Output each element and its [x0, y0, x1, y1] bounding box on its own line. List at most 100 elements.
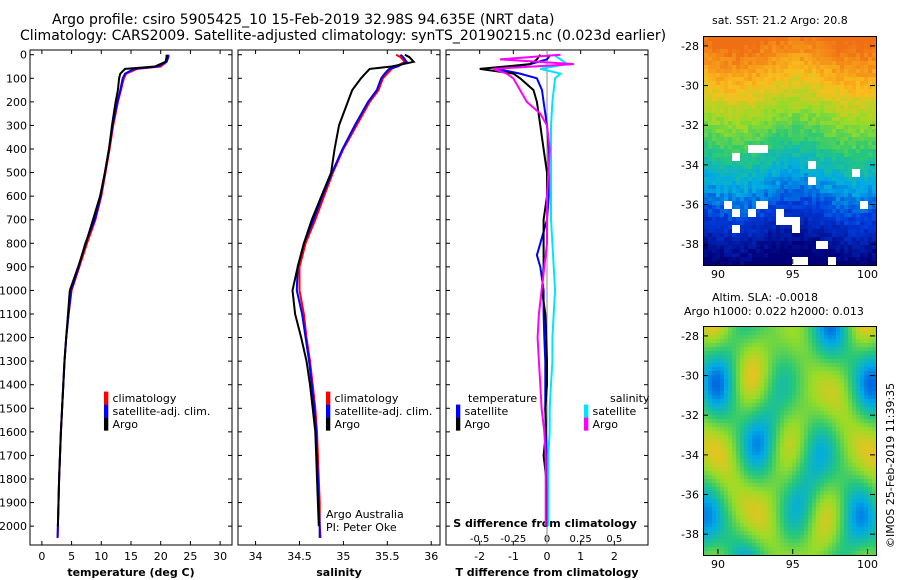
map-cell [792, 157, 796, 161]
map-cell [816, 355, 820, 359]
map-cell [768, 515, 772, 519]
map-cell [716, 347, 720, 351]
map-cell [764, 109, 768, 113]
map-cell [740, 459, 744, 463]
map-cell [712, 379, 716, 383]
map-cell [844, 519, 848, 523]
map-cell [812, 165, 816, 169]
map-cell [752, 141, 756, 145]
map-cell [848, 387, 852, 391]
map-cell [788, 105, 792, 109]
map-cell [828, 407, 832, 411]
map-cell [868, 189, 872, 193]
map-cell [708, 483, 712, 487]
map-cell [840, 129, 844, 133]
map-cell [840, 455, 844, 459]
map-cell [744, 177, 748, 181]
map-cell [780, 443, 784, 447]
map-cell [736, 97, 740, 101]
map-cell [832, 339, 836, 343]
map-cell [804, 61, 808, 65]
map-cell [820, 339, 824, 343]
map-cell [844, 443, 848, 447]
map-cell [828, 519, 832, 523]
map-cell [780, 125, 784, 129]
map-cell [784, 375, 788, 379]
map-cell [764, 233, 768, 237]
map-cell [848, 165, 852, 169]
map-cell [724, 217, 728, 221]
map-cell [836, 395, 840, 399]
map-cell [752, 137, 756, 141]
map-cell [780, 161, 784, 165]
map-cell [724, 443, 728, 447]
map-cell [872, 45, 876, 49]
map-cell [752, 149, 756, 153]
map-cell [764, 157, 768, 161]
map-cell [788, 165, 792, 169]
map-cell [800, 327, 804, 331]
map-cell [756, 249, 760, 253]
map-cell [780, 65, 784, 69]
map-cell [832, 141, 836, 145]
map-cell [812, 455, 816, 459]
map-cell [744, 327, 748, 331]
map-cell [812, 149, 816, 153]
map-cell [828, 531, 832, 535]
map-cell [720, 335, 724, 339]
map-cell [708, 475, 712, 479]
map-cell [720, 221, 724, 225]
map-cell [736, 387, 740, 391]
map-cell [716, 157, 720, 161]
map-cell [772, 149, 776, 153]
map-cell [740, 141, 744, 145]
map-cell [836, 431, 840, 435]
map-cell [832, 387, 836, 391]
map-cell [872, 411, 876, 415]
map-cell [800, 217, 804, 221]
map-cell [716, 431, 720, 435]
map-cell [852, 363, 856, 367]
map-cell [720, 85, 724, 89]
map-cell [728, 161, 732, 165]
map-cell [732, 133, 736, 137]
map-cell [764, 89, 768, 93]
x-axis-label: temperature (deg C) [67, 566, 194, 579]
map-cell [776, 467, 780, 471]
map-cell [776, 49, 780, 53]
map-cell [720, 367, 724, 371]
map-cell [784, 447, 788, 451]
map-cell [848, 347, 852, 351]
map-cell [784, 535, 788, 539]
map-cell [868, 233, 872, 237]
map-cell [708, 221, 712, 225]
map-cell [860, 419, 864, 423]
map-cell [820, 105, 824, 109]
map-cell [820, 451, 824, 455]
map-cell [840, 459, 844, 463]
map-cell [792, 249, 796, 253]
map-cell [800, 237, 804, 241]
map-cell [768, 407, 772, 411]
map-cell [744, 359, 748, 363]
map-cell [764, 419, 768, 423]
map-cell [828, 145, 832, 149]
map-cell [852, 189, 856, 193]
y-tick-label: 1000 [0, 284, 27, 297]
map-cell [776, 217, 780, 221]
map-cell [852, 169, 856, 173]
map-cell [860, 447, 864, 451]
map-cell [744, 535, 748, 539]
map-cell [772, 169, 776, 173]
map-cell [860, 387, 864, 391]
map-cell [792, 479, 796, 483]
map-cell [764, 387, 768, 391]
map-cell [812, 359, 816, 363]
map-cell [708, 161, 712, 165]
map-cell [760, 375, 764, 379]
map-cell [852, 435, 856, 439]
map-cell [788, 335, 792, 339]
map-cell [764, 217, 768, 221]
map-cell [760, 399, 764, 403]
map-cell [832, 495, 836, 499]
